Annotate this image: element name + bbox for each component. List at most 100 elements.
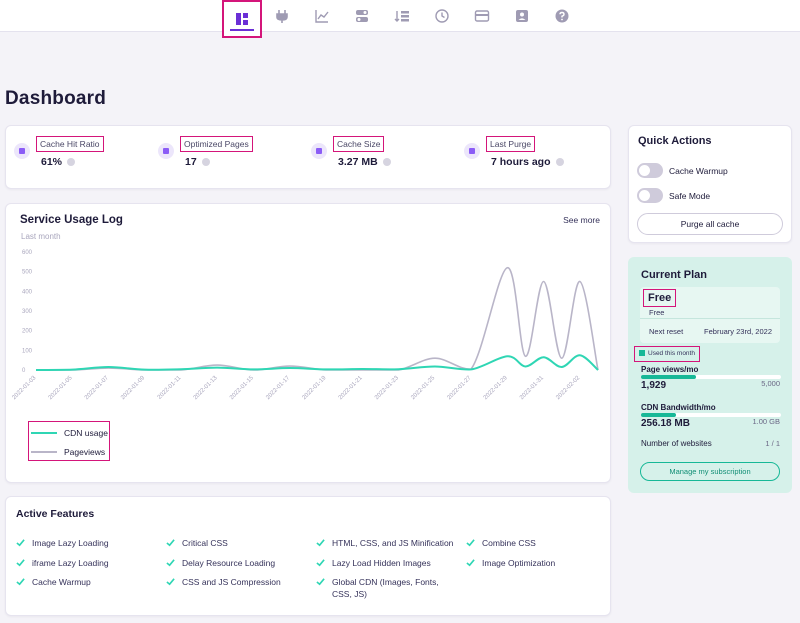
x-tick-label: 2022-01-05 bbox=[48, 375, 74, 401]
x-tick-label: 2022-01-03 bbox=[11, 375, 37, 401]
quick-actions-card: Quick Actions Cache Warmup Safe Mode Pur… bbox=[628, 125, 792, 243]
x-tick-label: 2022-01-23 bbox=[374, 375, 400, 401]
check-icon bbox=[466, 559, 475, 567]
info-icon[interactable] bbox=[67, 158, 76, 167]
nav-rules[interactable] bbox=[382, 0, 422, 32]
purge-all-button[interactable]: Purge all cache bbox=[637, 213, 783, 235]
stat-cache-hit-ratio: Cache Hit Ratio 61% bbox=[14, 126, 144, 188]
nav-help[interactable] bbox=[542, 0, 582, 32]
x-tick-label: 2022-02-02 bbox=[555, 375, 581, 401]
info-icon[interactable] bbox=[201, 158, 210, 167]
pageviews-label: Page views/mo bbox=[641, 365, 699, 374]
legend-label: CDN usage bbox=[64, 428, 108, 438]
feature-label: Image Lazy Loading bbox=[32, 538, 109, 548]
feature-label: Global CDN (Images, Fonts, CSS, JS) bbox=[332, 577, 439, 599]
check-icon bbox=[316, 578, 325, 586]
nav-plugins[interactable] bbox=[262, 0, 302, 32]
feature-label: Combine CSS bbox=[482, 538, 536, 548]
stat-last-purge: Last Purge 7 hours ago bbox=[464, 126, 604, 188]
next-reset-label: Next reset bbox=[649, 327, 684, 336]
series-line-cdn-usage bbox=[35, 354, 599, 371]
nav-analytics[interactable] bbox=[302, 0, 342, 32]
y-tick-label: 500 bbox=[22, 270, 33, 276]
x-tick-label: 2022-01-19 bbox=[302, 375, 328, 401]
nav-history[interactable] bbox=[422, 0, 462, 32]
dashboard-icon bbox=[236, 13, 248, 25]
y-tick-label: 200 bbox=[22, 329, 33, 335]
credit-card-icon bbox=[474, 10, 490, 22]
websites-label: Number of websites bbox=[641, 439, 712, 448]
check-icon bbox=[166, 539, 175, 547]
usage-card: Service Usage Log See more Last month 0 1… bbox=[5, 203, 611, 483]
y-tick-label: 0 bbox=[22, 368, 26, 374]
check-icon bbox=[466, 539, 475, 547]
bandwidth-limit: 1.00 GB bbox=[752, 417, 780, 426]
bandwidth-value: 256.18 MB bbox=[641, 418, 690, 429]
feature-label: CSS and JS Compression bbox=[182, 577, 281, 587]
x-tick-label: 2022-01-25 bbox=[410, 375, 436, 401]
stat-label: Cache Size bbox=[333, 136, 385, 152]
toggle-knob bbox=[639, 190, 650, 201]
features-title: Active Features bbox=[16, 508, 95, 520]
toggle-label: Safe Mode bbox=[669, 191, 711, 201]
check-icon bbox=[166, 559, 175, 567]
manage-subscription-button[interactable]: Manage my subscription bbox=[640, 462, 780, 481]
x-tick-label: 2022-01-13 bbox=[193, 375, 219, 401]
x-tick-label: 2022-01-29 bbox=[483, 375, 509, 401]
stat-label: Optimized Pages bbox=[180, 136, 253, 152]
x-tick-label: 2022-01-31 bbox=[519, 375, 545, 401]
used-swatch bbox=[639, 350, 645, 356]
x-tick-label: 2022-01-21 bbox=[338, 375, 364, 401]
nav-dashboard[interactable] bbox=[222, 0, 262, 38]
check-icon bbox=[316, 539, 325, 547]
feature-label: Image Optimization bbox=[482, 558, 556, 568]
feature-label: Critical CSS bbox=[182, 538, 228, 548]
feature-label: Cache Warmup bbox=[32, 577, 91, 587]
history-icon bbox=[435, 9, 449, 23]
stats-card: Cache Hit Ratio 61% Optimized Pages 17 C… bbox=[5, 125, 611, 189]
x-tick-label: 2022-01-17 bbox=[265, 375, 291, 401]
feature-label: HTML, CSS, and JS Minification bbox=[332, 538, 454, 548]
image-icon bbox=[158, 143, 174, 159]
check-icon bbox=[316, 559, 325, 567]
pageviews-progress bbox=[641, 375, 781, 379]
info-icon[interactable] bbox=[382, 158, 391, 167]
stat-label: Cache Hit Ratio bbox=[36, 136, 104, 152]
page-title: Dashboard bbox=[5, 88, 107, 109]
see-more-link[interactable]: See more bbox=[563, 215, 600, 225]
y-tick-label: 400 bbox=[22, 289, 33, 295]
toggles-icon bbox=[356, 10, 368, 22]
check-icon bbox=[166, 578, 175, 586]
next-reset-value: February 23rd, 2022 bbox=[704, 327, 772, 336]
usage-chart: 0 100 200 300 400 500 600 2022-01-03 2022-01-05 2… bbox=[11, 250, 599, 401]
nav-billing[interactable] bbox=[462, 0, 502, 32]
x-tick-label: 2022-01-15 bbox=[229, 375, 255, 401]
usage-title: Service Usage Log bbox=[20, 214, 123, 226]
stat-value: 7 hours ago bbox=[491, 156, 564, 168]
help-icon bbox=[555, 9, 569, 23]
plan-title: Current Plan bbox=[641, 269, 708, 281]
x-tick-label: 2022-01-09 bbox=[120, 375, 146, 401]
divider bbox=[640, 318, 780, 319]
safe-mode-toggle[interactable] bbox=[637, 188, 663, 203]
plan-name: Free bbox=[643, 289, 677, 307]
toggle-knob bbox=[639, 165, 650, 176]
stat-label: Last Purge bbox=[486, 136, 536, 152]
stat-cache-size: Cache Size 3.27 MB bbox=[311, 126, 451, 188]
target-icon bbox=[14, 143, 30, 159]
x-tick-label: 2022-01-11 bbox=[157, 375, 183, 401]
stat-value: 17 bbox=[185, 156, 210, 168]
nav-account[interactable] bbox=[502, 0, 542, 32]
plug-icon bbox=[276, 10, 288, 23]
nav-settings[interactable] bbox=[342, 0, 382, 32]
series-line-pageviews bbox=[35, 266, 599, 371]
info-icon[interactable] bbox=[555, 158, 564, 167]
pageviews-progress-fill bbox=[641, 375, 696, 379]
usage-subtitle: Last month bbox=[21, 232, 61, 241]
top-nav bbox=[0, 0, 800, 38]
legend-label: Pageviews bbox=[64, 447, 106, 457]
active-tab-indicator bbox=[230, 29, 254, 31]
cache-warmup-toggle[interactable] bbox=[637, 163, 663, 178]
bandwidth-progress-fill bbox=[641, 413, 676, 417]
x-tick-label: 2022-01-27 bbox=[447, 375, 473, 401]
